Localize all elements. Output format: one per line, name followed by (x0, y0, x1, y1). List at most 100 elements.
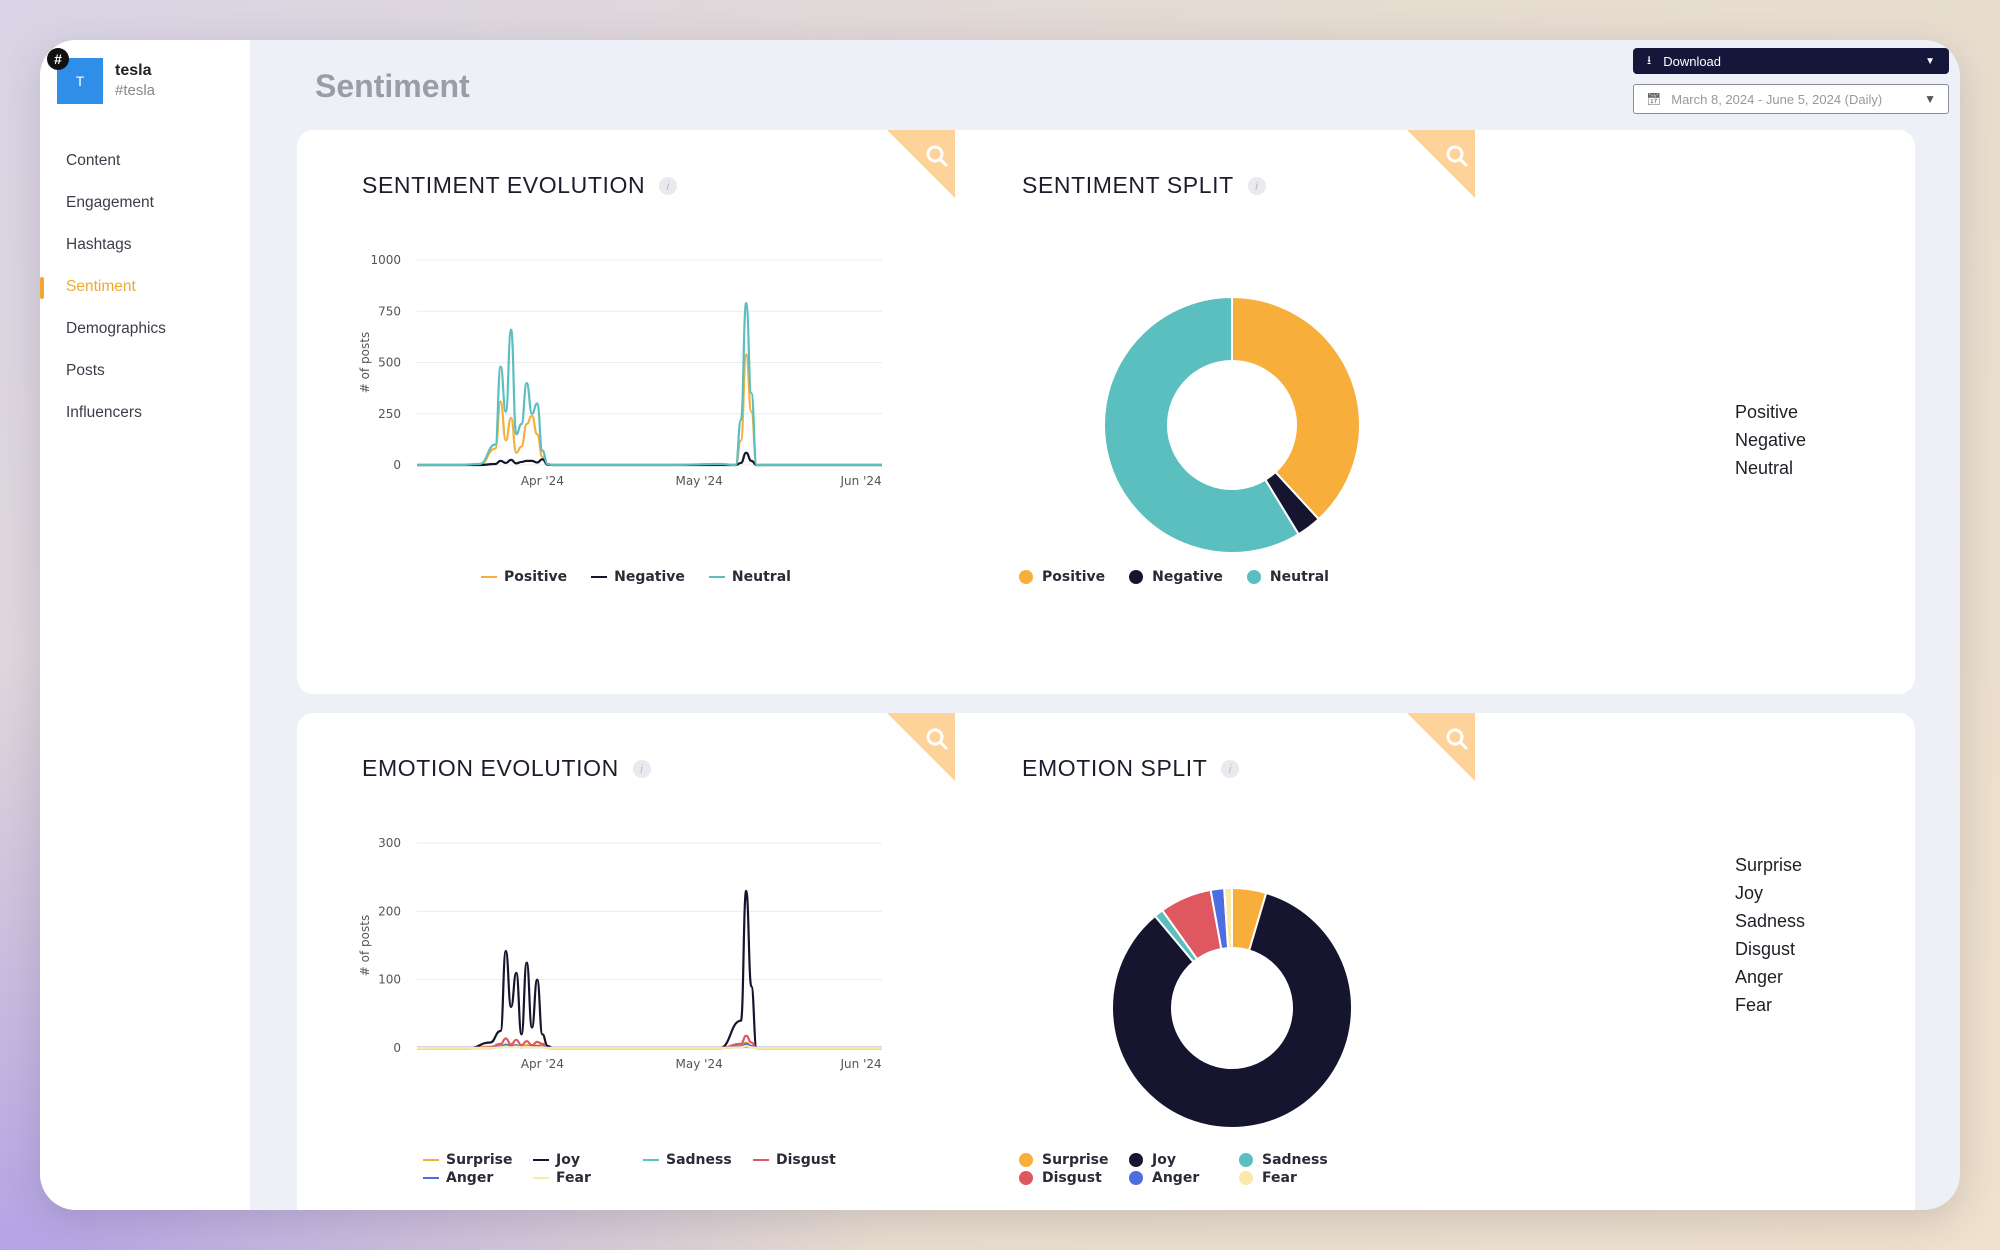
emotion-split-title: EMOTION SPLIT i (1022, 755, 1240, 782)
legend-swatch (1019, 1153, 1033, 1167)
legend-item-surprise[interactable]: Surprise (423, 1151, 533, 1169)
account-handle: #tesla (115, 82, 156, 99)
series-line-disgust[interactable] (416, 1034, 882, 1050)
emotion-split-section: EMOTION SPLIT i Surprise Joy Sadness Dis… (957, 713, 1915, 1210)
legend-swatch (481, 576, 497, 578)
donut-slice-joy[interactable] (1111, 891, 1353, 1129)
series-line-neutral[interactable] (416, 301, 882, 467)
legend-item-positive[interactable]: Positive (481, 568, 567, 586)
legend-item-surprise[interactable]: Surprise (1019, 1151, 1129, 1169)
search-icon[interactable] (1407, 713, 1475, 781)
sidebar-item-influencers[interactable]: Influencers (66, 404, 142, 421)
info-icon[interactable]: i (632, 759, 651, 778)
sidebar-item-hashtags[interactable]: Hashtags (66, 236, 132, 253)
account-name: tesla (115, 62, 152, 79)
series-line-joy[interactable] (416, 889, 882, 1050)
legend-item-anger[interactable]: Anger (423, 1169, 533, 1187)
emotion-evolution-section: EMOTION EVOLUTION i 0 100 200 300 Apr '24 May… (297, 713, 957, 1210)
sidebar: T # tesla #tesla Content Engagement Hash… (40, 40, 250, 1210)
sentiment-panel: SENTIMENT EVOLUTION i 0 250 500 750 1000 Apr … (297, 130, 1915, 694)
legend-label: Sadness (1262, 1152, 1328, 1168)
legend-item-disgust[interactable]: Disgust (753, 1151, 863, 1169)
legend-label: Sadness (666, 1152, 732, 1168)
legend-label: Anger (1152, 1170, 1200, 1186)
date-range-picker[interactable]: 📅︎ March 8, 2024 - June 5, 2024 (Daily) … (1633, 84, 1949, 114)
emotion-evolution-title: EMOTION EVOLUTION i (362, 755, 651, 782)
legend-swatch (1019, 1171, 1033, 1185)
stat-row: Fear16 (1735, 991, 1960, 1019)
legend-item-fear[interactable]: Fear (533, 1169, 643, 1187)
legend-swatch (1239, 1153, 1253, 1167)
legend-item-sadness[interactable]: Sadness (643, 1151, 753, 1169)
legend-item-sadness[interactable]: Sadness (1239, 1151, 1349, 1169)
info-icon[interactable]: i (1247, 176, 1266, 195)
sidebar-item-posts[interactable]: Posts (66, 362, 105, 379)
legend-label: Neutral (731, 569, 791, 585)
chevron-down-icon: ▼ (1925, 55, 1935, 67)
x-tick-label: May '24 (676, 474, 723, 488)
search-icon[interactable] (887, 130, 955, 198)
account-header[interactable]: T # tesla #tesla (47, 48, 247, 118)
legend-label: Disgust (1042, 1170, 1102, 1186)
stat-row: Sadness19 (1735, 907, 1960, 935)
download-label: Download (1663, 53, 1722, 69)
date-range-value: March 8, 2024 - June 5, 2024 (Daily) (1671, 91, 1883, 107)
legend-item-disgust[interactable]: Disgust (1019, 1169, 1129, 1187)
stat-row: Positive3345 (1735, 398, 1960, 426)
search-icon[interactable] (887, 713, 955, 781)
section-title-text: SENTIMENT SPLIT (1022, 172, 1234, 198)
stat-row: Negative275 (1735, 426, 1960, 454)
legend-item-neutral[interactable]: Neutral (708, 568, 791, 586)
legend-label: Surprise (446, 1152, 513, 1168)
donut-slice-fear[interactable] (1223, 886, 1233, 950)
series-line-positive[interactable] (416, 353, 882, 467)
x-tick-label: Jun '24 (840, 1057, 882, 1071)
legend-item-fear[interactable]: Fear (1239, 1169, 1349, 1187)
emotion-evolution-legend: Surprise Joy Sadness Disgust Anger Fear (423, 1151, 863, 1187)
legend-swatch (591, 576, 608, 578)
sentiment-evolution-section: SENTIMENT EVOLUTION i 0 250 500 750 1000 Apr … (297, 130, 957, 694)
stat-row: Disgust108 (1735, 935, 1960, 963)
info-icon[interactable]: i (1221, 759, 1240, 778)
legend-label: Anger (446, 1170, 494, 1186)
emotion-split-legend: Surprise Joy Sadness Disgust Anger Fear (1019, 1151, 1349, 1187)
x-tick-label: Apr '24 (521, 1057, 564, 1071)
legend-swatch (423, 1177, 439, 1179)
legend-swatch (1129, 1153, 1143, 1167)
y-tick-label: 300 (378, 836, 401, 850)
legend-swatch (753, 1159, 769, 1161)
sidebar-nav: Content Engagement Hashtags Sentiment De… (40, 140, 250, 434)
legend-item-neutral[interactable]: Neutral (1246, 568, 1329, 586)
stat-label: Joy (1735, 883, 1764, 903)
legend-label: Joy (1152, 1152, 1176, 1168)
donut-slice-positive[interactable] (1231, 295, 1361, 521)
stat-row: Joy1300 (1735, 879, 1960, 907)
y-tick-label: 1000 (370, 253, 401, 267)
sidebar-item-engagement[interactable]: Engagement (66, 194, 154, 211)
donut-slice-neutral[interactable] (1103, 295, 1300, 554)
legend-item-negative[interactable]: Negative (1129, 568, 1223, 586)
emotion-split-stats: Surprise71 Joy1300 Sadness19 Disgust108 … (1735, 851, 1960, 1019)
legend-swatch (1239, 1171, 1253, 1185)
info-icon[interactable]: i (659, 176, 678, 195)
search-icon[interactable] (1407, 130, 1475, 198)
stat-label: Neutral (1735, 458, 1794, 478)
legend-item-joy[interactable]: Joy (533, 1151, 643, 1169)
download-button[interactable]: ⭳ Download ▼ (1633, 48, 1949, 74)
stat-label: Negative (1735, 430, 1807, 450)
sidebar-item-sentiment[interactable]: Sentiment (40, 266, 250, 308)
sentiment-split-title: SENTIMENT SPLIT i (1022, 172, 1266, 199)
sentiment-split-legend: Positive Negative Neutral (1019, 568, 1353, 586)
sidebar-item-demographics[interactable]: Demographics (66, 320, 166, 337)
series-line-fear[interactable] (416, 1044, 882, 1050)
legend-item-negative[interactable]: Negative (591, 568, 685, 586)
sentiment-evolution-legend: Positive Negative Neutral (481, 568, 815, 586)
section-title-text: SENTIMENT EVOLUTION (362, 172, 646, 198)
sidebar-item-content[interactable]: Content (66, 152, 121, 169)
legend-item-positive[interactable]: Positive (1019, 568, 1105, 586)
y-axis-label: # of posts (358, 915, 372, 976)
legend-item-anger[interactable]: Anger (1129, 1169, 1239, 1187)
legend-item-joy[interactable]: Joy (1129, 1151, 1239, 1169)
stat-row: Neutral5147 (1735, 454, 1960, 482)
sentiment-split-donut (1103, 295, 1361, 554)
